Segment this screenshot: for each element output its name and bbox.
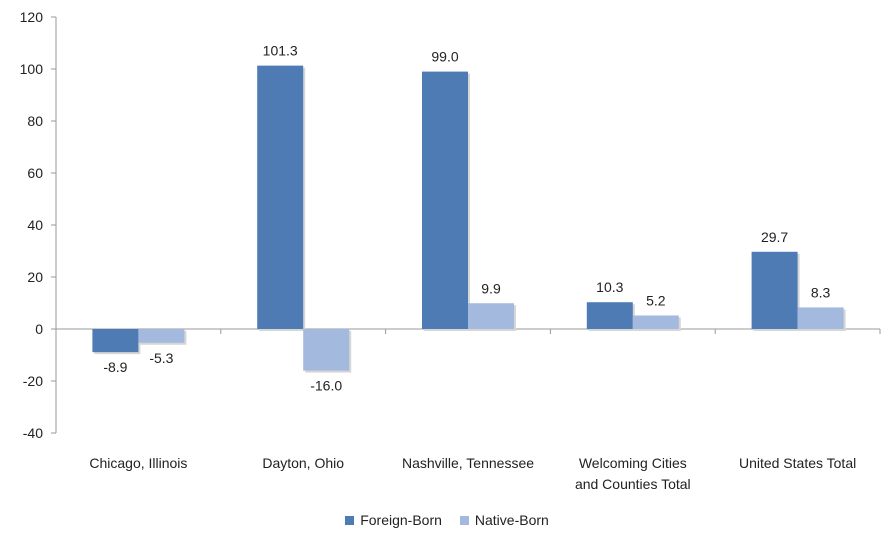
category-label: Nashville, Tennessee xyxy=(402,455,534,471)
bar-foreign-born xyxy=(751,251,798,329)
legend-item-foreign-born: Foreign-Born xyxy=(345,512,442,528)
bar-foreign-born xyxy=(586,302,633,329)
data-label: 99.0 xyxy=(431,49,458,65)
bar-foreign-born xyxy=(422,71,468,329)
category-label: Chicago, Illinois xyxy=(89,455,187,471)
bar-chart: -40 -20 0 20 40 60 80 100 120 -8.9 -5.3 Chicago, Il… xyxy=(20,9,881,492)
legend-item-native-born: Native-Born xyxy=(459,512,549,528)
data-label: 10.3 xyxy=(596,279,623,295)
category-label: Dayton, Ohio xyxy=(262,455,344,471)
bar-native-born xyxy=(468,303,514,329)
legend-label-foreign-born: Foreign-Born xyxy=(360,512,442,528)
data-label: 5.2 xyxy=(646,292,666,308)
bar-native-born xyxy=(632,315,679,329)
data-label: 101.3 xyxy=(263,43,298,59)
y-tick-label: 0 xyxy=(35,321,43,337)
bar-native-born xyxy=(138,329,185,343)
category-label: United States Total xyxy=(739,455,856,471)
y-tick-label: 120 xyxy=(20,9,44,25)
y-tick-label: -40 xyxy=(23,425,43,441)
legend-swatch-native-born xyxy=(459,515,469,525)
category-label: Welcoming Cities xyxy=(579,455,687,471)
y-tick-label: 100 xyxy=(20,61,44,77)
legend-swatch-foreign-born xyxy=(345,515,355,525)
category-label: and Counties Total xyxy=(575,476,691,492)
y-tick-label: 60 xyxy=(27,165,43,181)
legend: Foreign-Born Native-Born xyxy=(0,512,894,528)
y-tick-label: -20 xyxy=(23,373,43,389)
bar-native-born xyxy=(797,307,844,329)
y-tick-label: 80 xyxy=(27,113,43,129)
data-label: 8.3 xyxy=(811,284,831,300)
data-label: 9.9 xyxy=(481,280,501,296)
y-tick-label: 20 xyxy=(27,269,43,285)
y-tick-label: 40 xyxy=(27,217,43,233)
data-label: -16.0 xyxy=(310,378,342,394)
data-label: 29.7 xyxy=(761,229,788,245)
bar-foreign-born xyxy=(92,329,139,353)
bar-foreign-born xyxy=(257,65,304,330)
data-label: -8.9 xyxy=(103,359,127,375)
legend-label-native-born: Native-Born xyxy=(474,512,549,528)
bar-native-born xyxy=(303,329,350,371)
data-label: -5.3 xyxy=(149,350,173,366)
